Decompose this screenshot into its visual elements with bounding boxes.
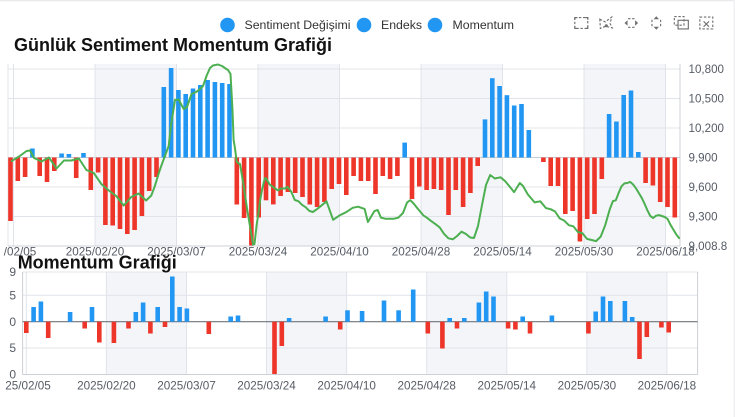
svg-text:25/02/05: 25/02/05	[5, 380, 51, 393]
svg-text:2025/04/28: 2025/04/28	[397, 380, 456, 393]
svg-text:2025/03/24: 2025/03/24	[229, 246, 288, 259]
svg-text:2025/03/07: 2025/03/07	[147, 246, 206, 259]
svg-text:/02/05: /02/05	[4, 246, 37, 259]
svg-text:0: 0	[9, 368, 16, 382]
svg-text:Momentum: Momentum	[453, 18, 515, 32]
svg-text:5: 5	[9, 289, 16, 303]
svg-text:Günlük Sentiment Momentum Graf: Günlük Sentiment Momentum Grafiği	[14, 35, 332, 55]
svg-text:2025/05/30: 2025/05/30	[555, 246, 614, 259]
svg-text:2025/02/20: 2025/02/20	[77, 380, 136, 393]
svg-text:Endeks: Endeks	[381, 18, 422, 32]
svg-text:5: 5	[9, 341, 16, 355]
svg-text:9,900: 9,900	[689, 152, 718, 165]
svg-text:9,600: 9,600	[689, 181, 718, 194]
svg-text:10,500: 10,500	[689, 93, 724, 106]
svg-text:2025/04/28: 2025/04/28	[392, 246, 451, 259]
svg-text:2025/04/10: 2025/04/10	[317, 380, 376, 393]
svg-text:2025/03/07: 2025/03/07	[157, 380, 216, 393]
svg-text:2025/03/24: 2025/03/24	[237, 380, 296, 393]
svg-text:10,800: 10,800	[689, 63, 724, 76]
svg-text:9,300: 9,300	[689, 211, 718, 224]
svg-text:9,008.8: 9,008.8	[689, 240, 728, 253]
svg-text:2025/05/14: 2025/05/14	[478, 380, 537, 393]
svg-text:Momentum Grafiği: Momentum Grafiği	[18, 253, 177, 273]
svg-text:2025/04/10: 2025/04/10	[310, 246, 369, 259]
svg-text:2025/06/18: 2025/06/18	[638, 380, 697, 393]
svg-text:2025/05/14: 2025/05/14	[473, 246, 532, 259]
svg-text:2025/02/20: 2025/02/20	[66, 246, 125, 259]
svg-text:2025/06/18: 2025/06/18	[636, 246, 695, 259]
svg-text:9: 9	[9, 265, 16, 279]
svg-text:Sentiment Değişimi: Sentiment Değişimi	[245, 18, 351, 32]
svg-text:10,200: 10,200	[689, 122, 724, 135]
svg-text:2025/05/30: 2025/05/30	[558, 380, 617, 393]
svg-text:0: 0	[9, 315, 16, 329]
